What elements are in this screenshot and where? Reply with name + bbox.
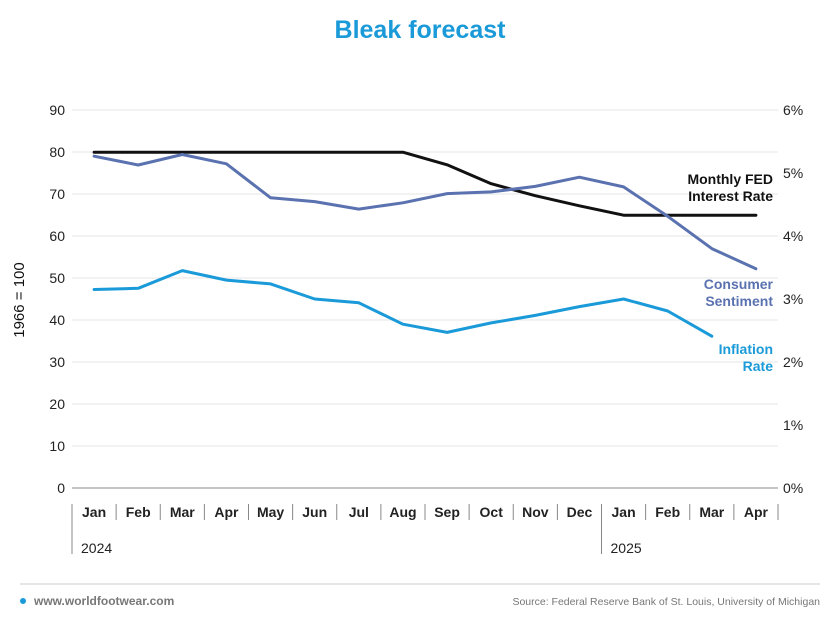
chart-title: Bleak forecast bbox=[335, 16, 507, 44]
right-tick-label: 4% bbox=[783, 228, 803, 244]
left-tick-label: 70 bbox=[49, 186, 65, 202]
footer-website: www.worldfootwear.com bbox=[33, 594, 174, 608]
series-label: Monthly FED bbox=[687, 171, 773, 187]
left-axis-ticks: 0 10 20 30 40 50 60 70 80 90 bbox=[49, 102, 65, 496]
x-tick-label: May bbox=[257, 504, 284, 520]
x-tick-label: Mar bbox=[699, 504, 724, 520]
left-tick-label: 0 bbox=[57, 480, 65, 496]
series-line bbox=[92, 150, 758, 217]
right-tick-label: 3% bbox=[783, 291, 803, 307]
x-tick-label: Apr bbox=[744, 504, 769, 520]
series-line bbox=[92, 269, 714, 338]
x-tick-label: Apr bbox=[214, 504, 239, 520]
series-line bbox=[92, 153, 758, 271]
right-tick-label: 5% bbox=[783, 165, 803, 181]
right-tick-label: 2% bbox=[783, 354, 803, 370]
left-tick-label: 10 bbox=[49, 438, 65, 454]
series-label: Interest Rate bbox=[688, 188, 773, 204]
left-tick-label: 20 bbox=[49, 396, 65, 412]
series-label: Consumer bbox=[704, 276, 774, 292]
x-tick-label: Jan bbox=[82, 504, 106, 520]
x-tick-label: Oct bbox=[480, 504, 504, 520]
left-tick-label: 50 bbox=[49, 270, 65, 286]
right-tick-label: 0% bbox=[783, 480, 803, 496]
right-tick-label: 1% bbox=[783, 417, 803, 433]
year-label: 2024 bbox=[81, 540, 112, 556]
right-tick-label: 6% bbox=[783, 102, 803, 118]
x-tick-label: Feb bbox=[126, 504, 151, 520]
x-tick-label: Nov bbox=[522, 504, 549, 520]
left-tick-label: 40 bbox=[49, 312, 65, 328]
gridlines bbox=[72, 109, 778, 489]
left-axis-label: 1966 = 100 bbox=[11, 262, 28, 338]
x-tick-label: Dec bbox=[567, 504, 593, 520]
left-tick-label: 60 bbox=[49, 228, 65, 244]
footer-bullet-icon bbox=[20, 598, 26, 604]
x-axis: Jan Feb Mar Apr May Jun Jul Aug Sep Oct Nov Dec Jan F… bbox=[71, 504, 779, 556]
x-tick-label: Mar bbox=[170, 504, 195, 520]
x-tick-label: Jul bbox=[349, 504, 369, 520]
footer-source: Source: Federal Reserve Bank of St. Loui… bbox=[512, 596, 820, 608]
x-tick-label: Sep bbox=[434, 504, 460, 520]
series-label: Inflation bbox=[719, 341, 773, 357]
x-tick-label: Jan bbox=[612, 504, 636, 520]
series-label: Rate bbox=[743, 358, 774, 374]
x-tick-label: Feb bbox=[655, 504, 680, 520]
left-tick-label: 90 bbox=[49, 102, 65, 118]
series-label: Sentiment bbox=[705, 293, 773, 309]
series-group bbox=[92, 150, 758, 338]
x-tick-label: Aug bbox=[389, 504, 416, 520]
left-tick-label: 80 bbox=[49, 144, 65, 160]
year-label: 2025 bbox=[611, 540, 642, 556]
x-tick-label: Jun bbox=[302, 504, 327, 520]
right-axis-ticks: 0% 1% 2% 3% 4% 5% 6% bbox=[783, 102, 803, 496]
left-tick-label: 30 bbox=[49, 354, 65, 370]
